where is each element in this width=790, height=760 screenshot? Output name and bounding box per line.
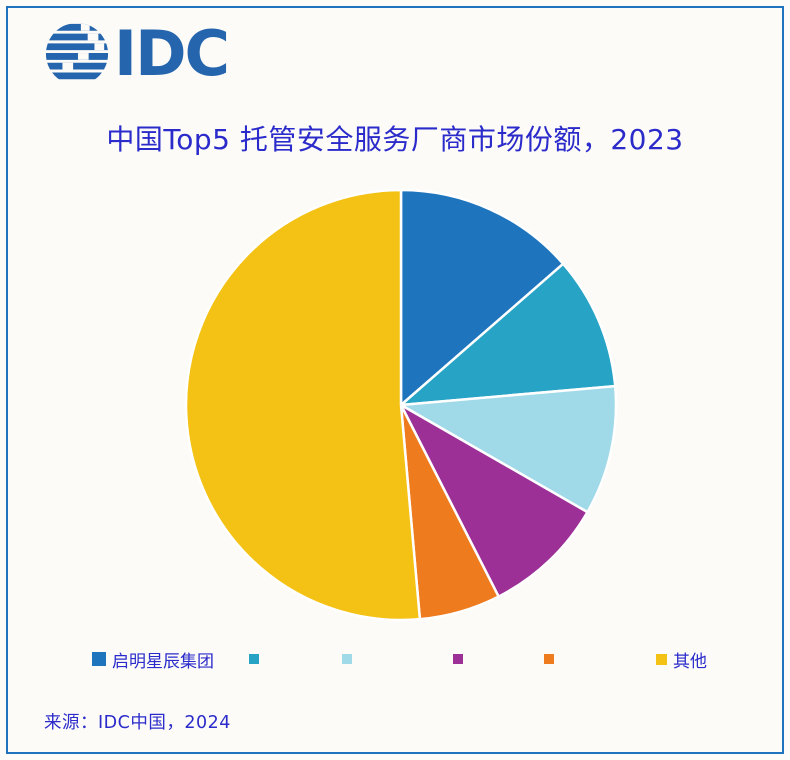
legend-label-6: 其他 xyxy=(673,651,707,672)
legend-item-2 xyxy=(249,648,265,670)
source-note: 来源：IDC中国，2024 xyxy=(44,713,231,733)
pie-slice-vendor-4 xyxy=(399,403,589,598)
legend-item-5 xyxy=(544,648,560,670)
idc-globe-icon xyxy=(45,23,109,80)
legend-item-4 xyxy=(453,648,469,670)
legend-marker-2 xyxy=(249,654,259,664)
legend-marker-6 xyxy=(656,653,667,665)
chart-title: 中国Top5 托管安全服务厂商市场份额，2023 xyxy=(106,123,684,156)
idc-logo-text: IDC xyxy=(114,17,230,90)
legend-marker-1 xyxy=(92,652,106,666)
pie-slice-vendor-2 xyxy=(399,262,617,407)
legend-marker-4 xyxy=(453,654,463,664)
legend: 启明星辰集团 其他 xyxy=(0,648,790,672)
pie-slice-vendor-3 xyxy=(399,384,618,514)
pie-slice-启明星辰集团 xyxy=(399,188,565,407)
legend-marker-3 xyxy=(342,654,352,664)
legend-label-1: 启明星辰集团 xyxy=(112,651,214,672)
idc-logo: IDC xyxy=(44,17,230,90)
legend-item-3 xyxy=(342,648,358,670)
legend-item-6: 其他 xyxy=(656,648,707,672)
legend-item-1: 启明星辰集团 xyxy=(92,648,214,672)
legend-marker-5 xyxy=(544,654,554,664)
pie-slice-其他 xyxy=(184,188,422,622)
